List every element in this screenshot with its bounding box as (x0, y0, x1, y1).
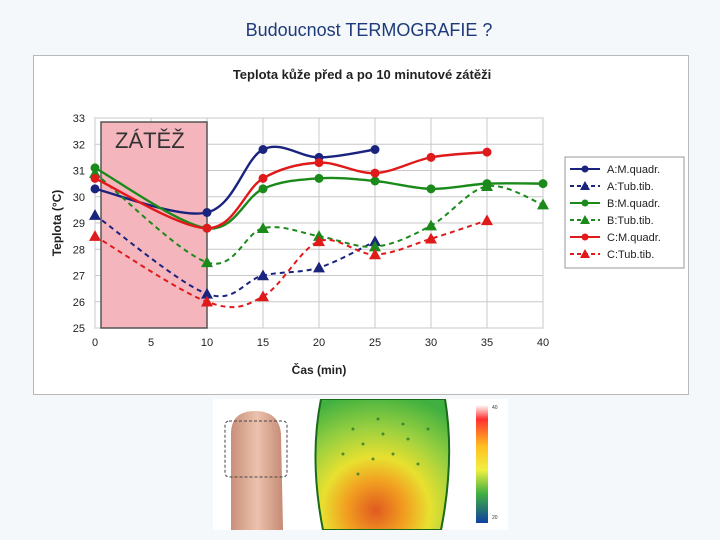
thermal-speckles (341, 417, 430, 476)
legend-label: B:M.quadr. (607, 198, 660, 210)
x-tick-label: 40 (537, 337, 549, 349)
legend-item: A:M.quadr. (570, 164, 660, 176)
y-tick-label: 33 (73, 113, 85, 125)
legend-item: B:Tub.tib. (570, 215, 654, 227)
data-point-circle (370, 145, 380, 154)
data-point-triangle (580, 249, 590, 258)
y-tick-label: 26 (73, 297, 85, 309)
data-point-circle (538, 179, 548, 189)
thermal-scale-labels: 40 20 (492, 405, 498, 521)
series-line (94, 172, 544, 265)
data-point-circle (314, 158, 324, 168)
x-tick-label: 5 (148, 337, 154, 349)
y-tick-label: 28 (73, 244, 85, 256)
legend-item: C:Tub.tib. (570, 249, 654, 261)
legend-label: C:M.quadr. (607, 232, 661, 244)
x-tick-label: 10 (201, 337, 213, 349)
thermal-color-scale (476, 405, 488, 523)
data-point-circle (90, 184, 100, 194)
data-point-circle (581, 165, 589, 173)
data-point-triangle (580, 181, 590, 190)
data-point-circle (426, 152, 436, 162)
series-line (94, 214, 376, 298)
chart-title: Teplota kůže před a po 10 minutové zátěž… (233, 67, 491, 82)
data-point-triangle (425, 219, 437, 231)
thermography-photos-svg: 40 20 (213, 399, 508, 530)
y-tick-label: 29 (73, 218, 85, 230)
series-c-tub-tib- (89, 214, 493, 309)
data-point-triangle (369, 248, 381, 260)
data-point-triangle (425, 232, 437, 244)
thermal-scale-label: 40 (492, 405, 498, 411)
y-axis-ticks: 25 26 27 28 29 30 31 32 33 (73, 113, 85, 335)
data-point-triangle (257, 222, 269, 234)
thermography-photos: 40 20 (213, 399, 508, 530)
data-point-circle (370, 168, 380, 178)
finger-selection-box (224, 420, 288, 478)
y-tick-label: 32 (73, 139, 85, 151)
thermal-image (314, 399, 451, 530)
thermal-scale-label: 20 (492, 515, 498, 521)
data-point-triangle (89, 230, 101, 241)
data-point-triangle (201, 287, 213, 299)
data-point-triangle (481, 180, 493, 192)
y-axis-label: Teplota (°C) (50, 190, 64, 257)
data-point-circle (426, 184, 436, 194)
data-point-triangle (201, 256, 213, 268)
series-layer (89, 145, 549, 309)
x-tick-label: 30 (425, 337, 437, 349)
data-point-circle (482, 147, 492, 157)
finger-image (231, 411, 283, 530)
data-point-circle (258, 173, 268, 183)
data-point-circle (314, 173, 324, 183)
data-point-triangle (89, 209, 101, 220)
chart-panel: Teplota kůže před a po 10 minutové zátěž… (33, 55, 689, 395)
data-point-triangle (580, 215, 590, 224)
legend-item: C:M.quadr. (570, 232, 661, 244)
legend-label: C:Tub.tib. (607, 249, 654, 261)
slide-title: Budoucnost TERMOGRAFIE ? (245, 20, 493, 40)
data-point-circle (202, 208, 212, 217)
data-point-circle (581, 199, 589, 207)
data-point-triangle (537, 198, 549, 210)
data-point-triangle (313, 261, 325, 273)
legend-item: A:Tub.tib. (570, 181, 654, 193)
data-point-circle (581, 233, 589, 241)
legend: A:M.quadr. A:Tub.tib. B:M.quadr. B:Tub.tib.… (564, 156, 685, 269)
data-point-triangle (481, 214, 493, 226)
data-point-circle (370, 176, 380, 186)
x-tick-label: 20 (313, 337, 325, 349)
x-tick-label: 15 (257, 337, 269, 349)
x-tick-label: 35 (481, 337, 493, 349)
y-tick-label: 27 (73, 271, 85, 283)
data-point-triangle (313, 235, 325, 247)
load-region-label: ZÁTĚŽ (115, 128, 185, 153)
temperature-chart: Teplota kůže před a po 10 minutové zátěž… (50, 67, 685, 377)
x-axis-ticks: 0 5 10 15 20 25 30 35 40 (92, 337, 549, 349)
legend-item: B:M.quadr. (570, 198, 660, 210)
legend-label: B:Tub.tib. (607, 215, 654, 227)
x-tick-label: 25 (369, 337, 381, 349)
y-tick-label: 30 (73, 192, 85, 204)
x-tick-label: 0 (92, 337, 98, 349)
x-axis-label: Čas (min) (292, 362, 347, 377)
data-point-circle (258, 145, 268, 154)
y-tick-label: 25 (73, 323, 85, 335)
data-point-triangle (369, 240, 381, 252)
legend-label: A:Tub.tib. (607, 181, 654, 193)
data-point-circle (202, 223, 212, 233)
y-tick-label: 31 (73, 166, 85, 178)
data-point-circle (90, 173, 100, 183)
data-point-triangle (257, 290, 269, 302)
legend-label: A:M.quadr. (607, 164, 660, 176)
data-point-triangle (201, 295, 213, 307)
data-point-circle (258, 184, 268, 194)
series-c-m-quadr- (90, 147, 492, 233)
data-point-triangle (257, 269, 269, 281)
